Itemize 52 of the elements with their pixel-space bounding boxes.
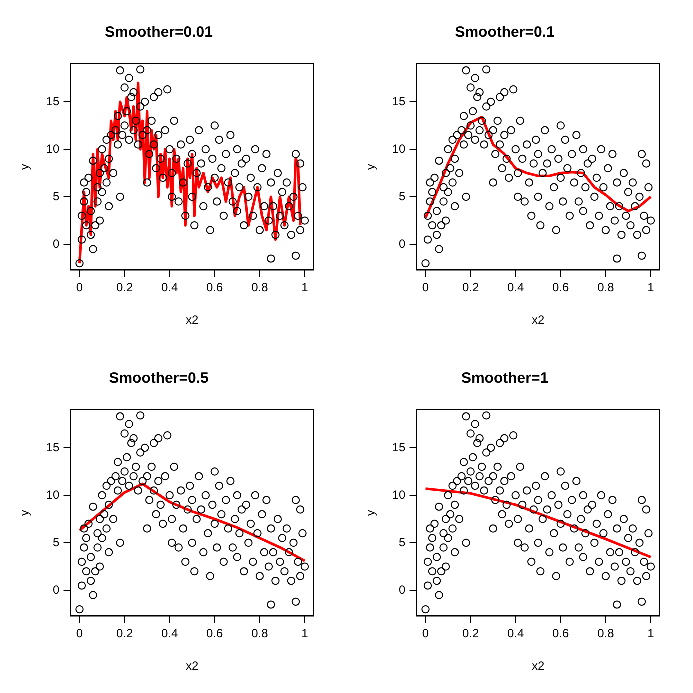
x-tick-label: 0.4 <box>162 280 179 295</box>
x-tick-label: 0.2 <box>462 280 480 295</box>
x-tick-label: 0.8 <box>252 626 269 641</box>
y-tick-label: 0 <box>399 582 406 597</box>
y-tick-label: 10 <box>46 142 60 156</box>
x-tick-label: 1 <box>648 280 655 295</box>
x-tick-label: 1 <box>648 626 655 641</box>
x-axis-title: x2 <box>186 313 200 328</box>
x-tick-label: 0.2 <box>116 626 134 641</box>
x-tick-label: 0.8 <box>252 280 269 295</box>
x-tick-label: 0.6 <box>552 280 570 295</box>
y-tick-label: 5 <box>53 189 60 204</box>
x-tick-label: 0 <box>422 626 430 641</box>
x-axis-title: x2 <box>532 313 546 328</box>
y-tick-label: 10 <box>392 488 406 502</box>
x-tick-label: 0.8 <box>598 280 615 295</box>
x-axis-title: x2 <box>186 659 200 674</box>
y-axis-title: y <box>364 164 378 170</box>
x-tick-label: 1 <box>302 280 309 295</box>
y-tick-label: 15 <box>46 94 60 108</box>
y-tick-label: 15 <box>392 94 406 108</box>
x-tick-label: 0.4 <box>508 626 525 641</box>
chart-title: Smoother=0.5 <box>109 370 209 388</box>
x-tick-label: 0.2 <box>116 280 134 295</box>
y-tick-label: 0 <box>399 236 406 251</box>
y-tick-label: 5 <box>399 189 406 204</box>
chart-title: Smoother=1 <box>461 370 549 388</box>
x-tick-label: 0.6 <box>206 280 224 295</box>
y-axis-title: y <box>18 510 32 516</box>
x-axis-title: x2 <box>532 659 546 674</box>
x-tick-label: 0 <box>422 280 430 295</box>
x-tick-label: 0.6 <box>206 626 224 641</box>
y-axis-title: y <box>364 510 378 516</box>
y-tick-label: 0 <box>53 582 60 597</box>
x-tick-label: 0.4 <box>162 626 179 641</box>
x-tick-label: 0.4 <box>508 280 525 295</box>
chart-title: Smoother=0.01 <box>105 24 213 42</box>
x-tick-label: 0.6 <box>552 626 570 641</box>
x-tick-label: 0 <box>76 626 84 641</box>
y-tick-label: 5 <box>399 535 406 550</box>
x-tick-label: 0 <box>76 280 84 295</box>
x-tick-label: 0.2 <box>462 626 480 641</box>
y-tick-label: 5 <box>53 535 60 550</box>
x-tick-label: 1 <box>302 626 309 641</box>
y-tick-label: 0 <box>53 236 60 251</box>
y-axis-title: y <box>18 164 32 170</box>
x-tick-label: 0.8 <box>598 626 615 641</box>
y-tick-label: 15 <box>392 440 406 454</box>
y-tick-label: 10 <box>46 488 60 502</box>
chart-title: Smoother=0.1 <box>455 24 555 42</box>
y-tick-label: 15 <box>46 440 60 454</box>
y-tick-label: 10 <box>392 142 406 156</box>
